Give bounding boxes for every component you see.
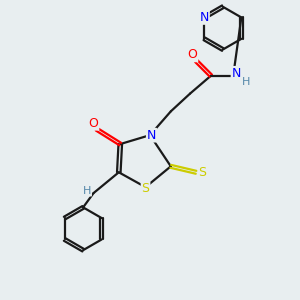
Text: S: S — [199, 166, 207, 179]
Text: N: N — [147, 129, 156, 142]
Text: N: N — [200, 11, 209, 24]
Text: O: O — [188, 48, 197, 62]
Text: S: S — [142, 182, 149, 195]
Text: N: N — [232, 67, 241, 80]
Text: H: H — [242, 76, 250, 87]
Text: H: H — [83, 186, 91, 196]
Text: O: O — [88, 117, 98, 130]
